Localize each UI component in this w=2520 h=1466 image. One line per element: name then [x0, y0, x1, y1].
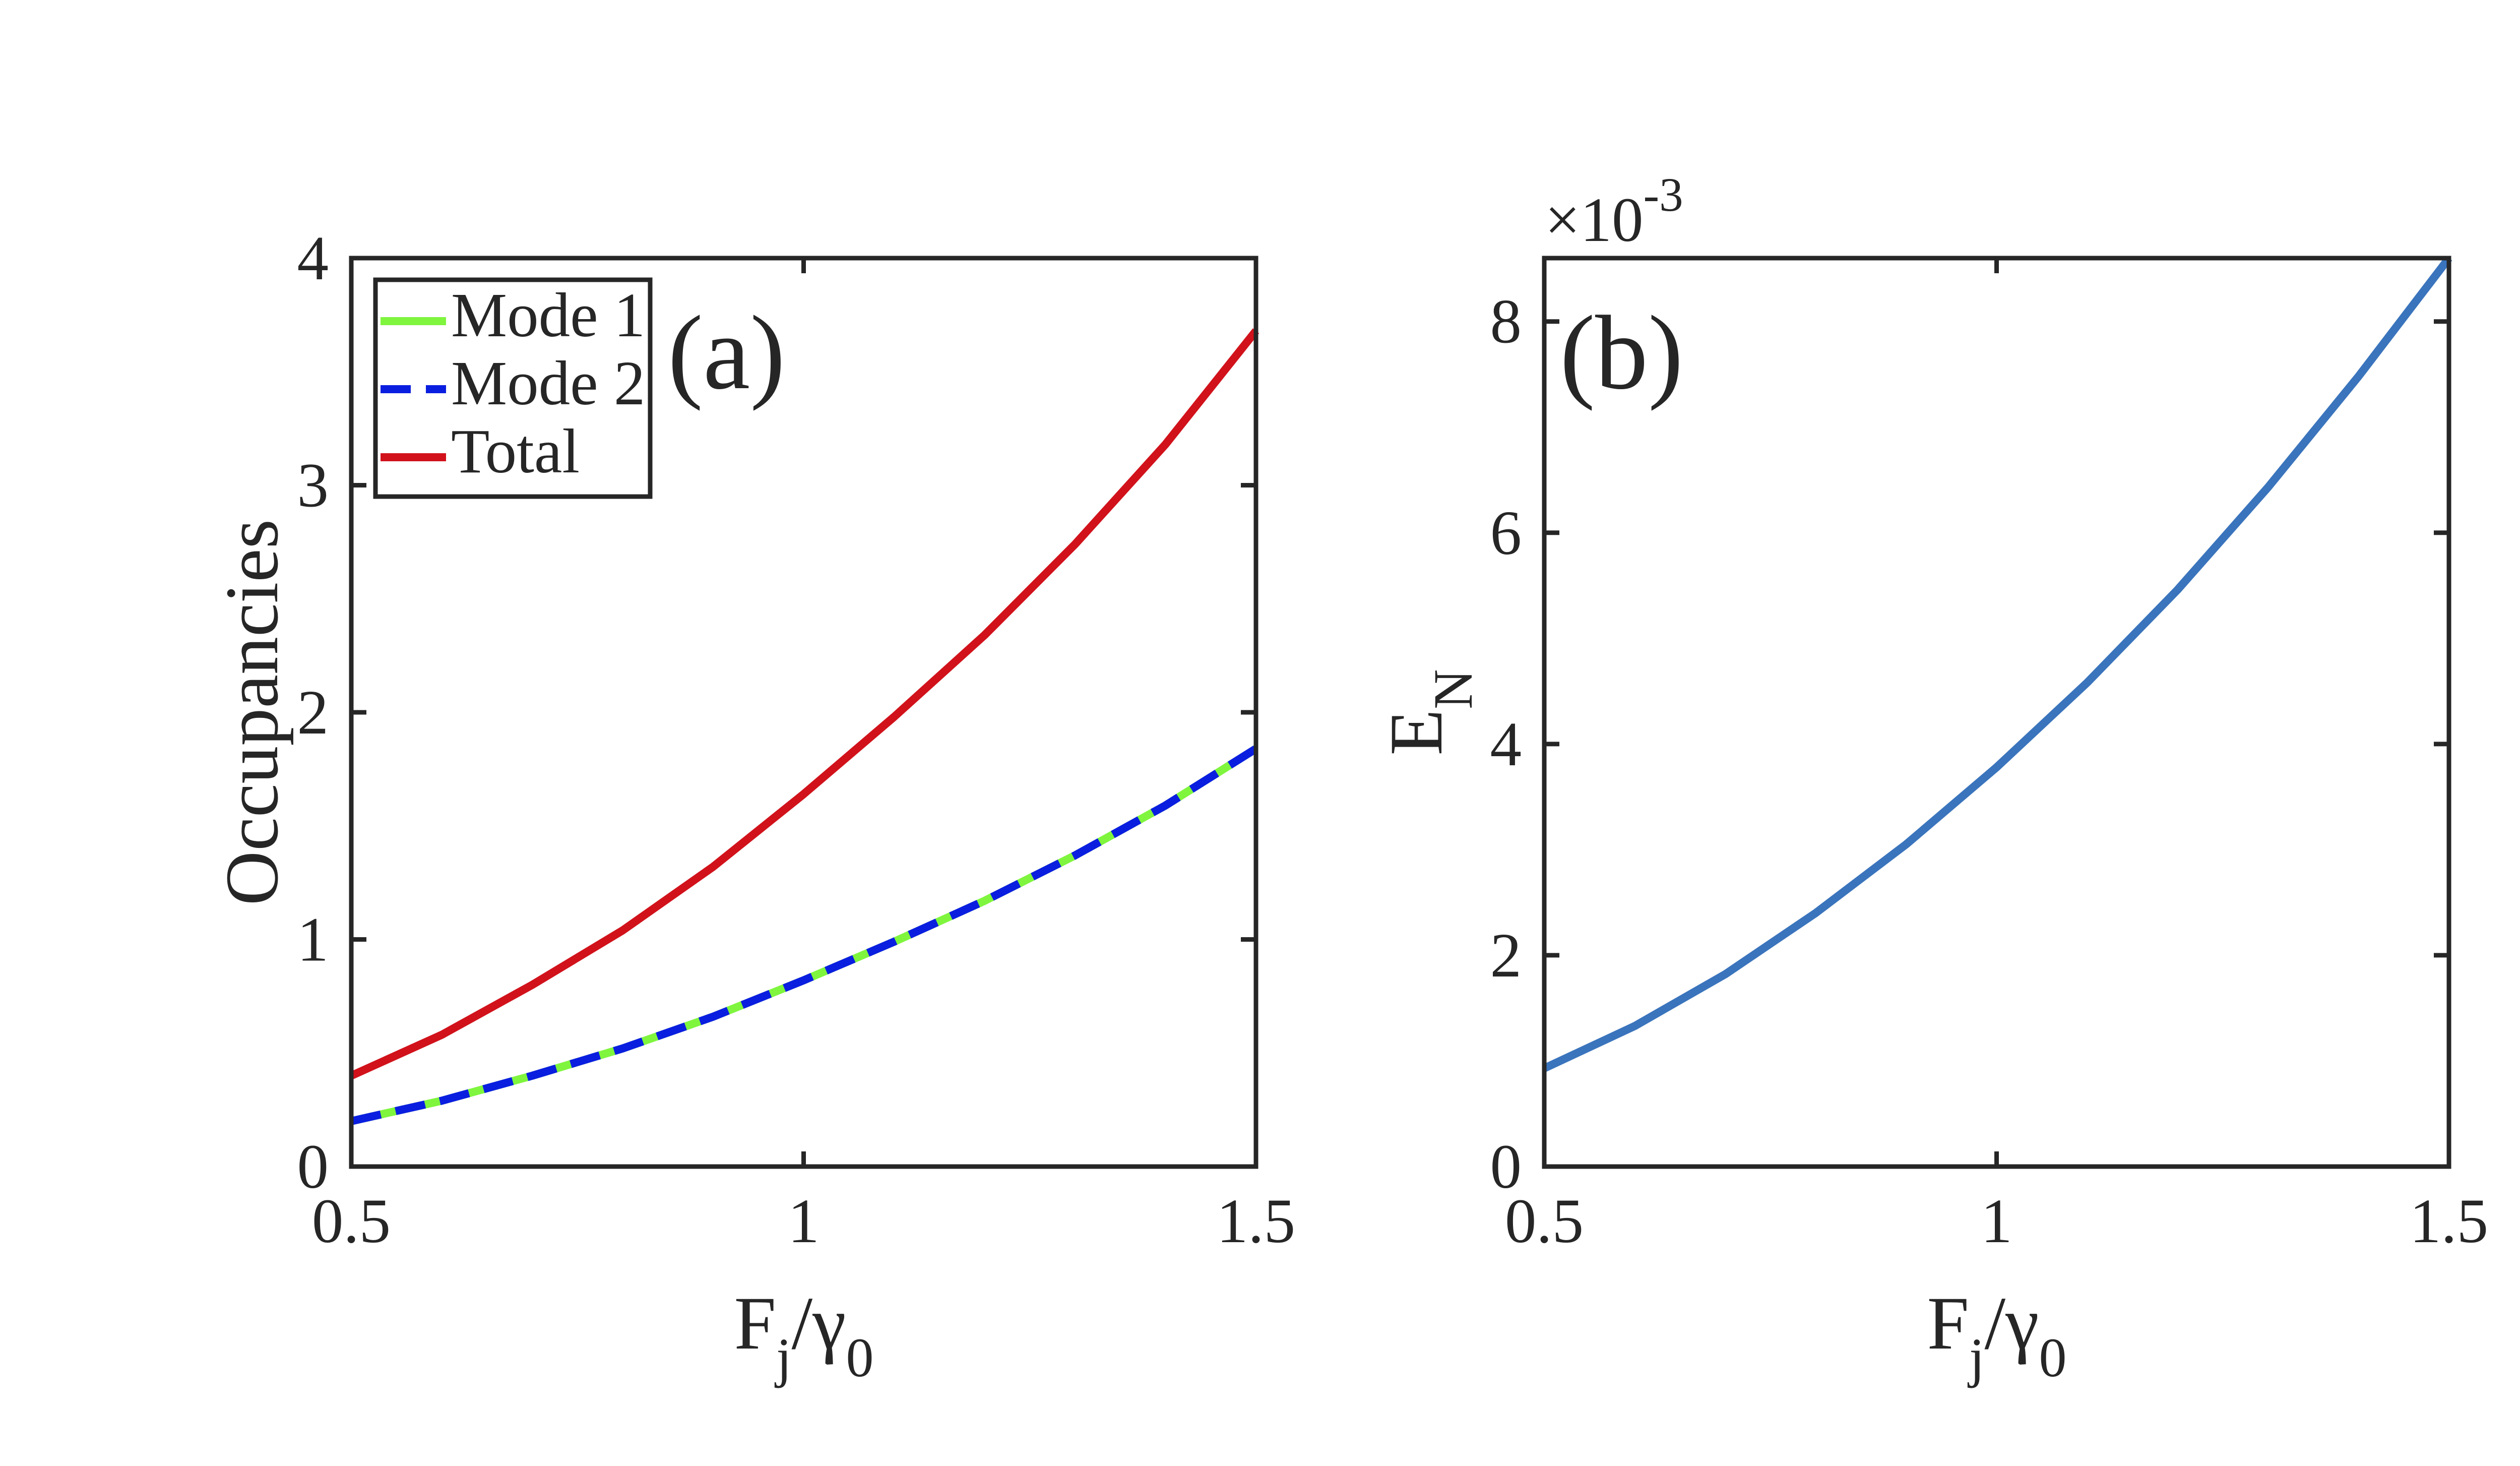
- panel-a-label: (a): [668, 294, 785, 411]
- x-tick-label: 0.5: [1505, 1187, 1584, 1256]
- legend-label-total: Total: [451, 417, 580, 486]
- y-tick-label: 2: [1490, 921, 1522, 991]
- series-line-mode-1: [350, 745, 1258, 1125]
- y-tick-label: 6: [1490, 499, 1522, 568]
- panel-b-y-label: EN: [1374, 669, 1484, 755]
- panel-a-legend: Mode 1 Mode 2 Total: [373, 277, 653, 499]
- legend-label-mode-1: Mode 1: [451, 281, 645, 350]
- panel-b-exponent-label: ×10-3: [1545, 168, 1683, 255]
- panel-b-chart: 0.5 1 1.5 0 2 4 6 8 (b) ×10-3 Fj/γ0 EN: [1374, 168, 2488, 1388]
- x-tick-label: 1.5: [2410, 1187, 2488, 1256]
- y-tick-label: 4: [297, 224, 329, 293]
- x-tick-label: 1.5: [1217, 1187, 1295, 1256]
- panel-a-ticks: 0.5 1 1.5 0 1 2 3 4: [297, 224, 1296, 1256]
- y-tick-label: 3: [297, 451, 329, 521]
- y-tick-label: 8: [1490, 287, 1522, 357]
- y-tick-label: 0: [1490, 1132, 1522, 1202]
- panel-b-label: (b): [1560, 294, 1683, 411]
- series-line-mode-2: [350, 745, 1258, 1125]
- panel-a-x-label: Fj/γ0: [734, 1281, 874, 1388]
- legend-label-mode-2: Mode 2: [451, 349, 645, 418]
- series-line-en: [1542, 256, 2452, 1072]
- panel-b-series-group: [1542, 256, 2452, 1072]
- y-tick-label: 2: [297, 678, 329, 748]
- panel-a-chart: 0.5 1 1.5 0 1 2 3 4 (a) Fj/γ0 Occupancies Mode …: [210, 224, 1295, 1388]
- x-tick-label: 1: [1981, 1187, 2012, 1256]
- panel-a-y-label: Occupancies: [210, 519, 294, 905]
- y-tick-label: 0: [297, 1132, 329, 1202]
- x-tick-label: 1: [788, 1187, 820, 1256]
- y-tick-label: 1: [297, 905, 329, 975]
- series-line-total: [349, 328, 1259, 1080]
- panel-b-x-label: Fj/γ0: [1927, 1281, 2067, 1388]
- panel-a-series-group: [349, 328, 1259, 1125]
- x-tick-label: 0.5: [312, 1187, 391, 1256]
- panel-b-ticks: 0.5 1 1.5 0 2 4 6 8: [1490, 258, 2488, 1256]
- y-tick-label: 4: [1490, 710, 1522, 779]
